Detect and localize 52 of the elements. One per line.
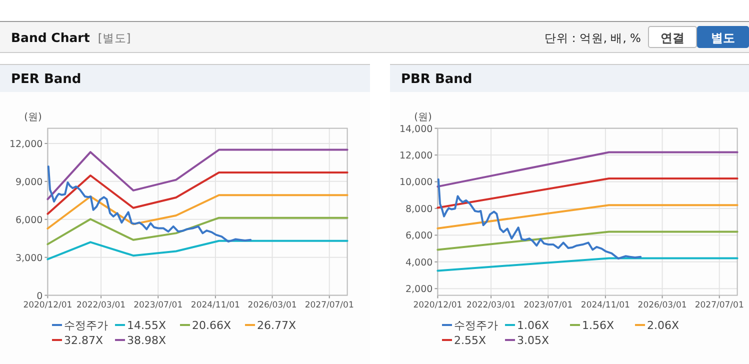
y-tick-label: 9,000 xyxy=(15,176,43,188)
x-tick-label: 2020/12/01 xyxy=(413,300,462,310)
x-tick-label: 2023/07/01 xyxy=(134,300,183,310)
legend-label: 1.56X xyxy=(582,319,614,332)
legend-label: 20.66X xyxy=(192,319,232,332)
legend-label: 1.06X xyxy=(517,319,550,332)
legend-label: 2.55X xyxy=(454,334,486,347)
line-series xyxy=(46,194,348,230)
x-tick-label: 2024/11/01 xyxy=(580,300,630,310)
text: 별도 xyxy=(711,31,735,45)
y-tick-label: 12,000 xyxy=(399,150,433,162)
legend-label: 수정주가 xyxy=(64,319,108,332)
x-tick-label: 2027/07/01 xyxy=(304,300,354,310)
y-tick-label: 10,000 xyxy=(399,177,433,188)
y-tick-label: 14,000 xyxy=(399,124,433,135)
legend-label: 3.05X xyxy=(517,334,550,347)
line-series xyxy=(46,216,348,246)
y-axis-title: (원) xyxy=(24,112,42,123)
legend-label: 38.98X xyxy=(127,334,166,347)
y-tick-label: 2,000 xyxy=(405,284,433,296)
chart-title: PBR Band xyxy=(401,72,472,87)
text: Band Chart xyxy=(11,30,90,45)
legend-label: 32.87X xyxy=(64,334,104,347)
legend-label: 14.55X xyxy=(127,319,166,332)
x-tick-label: 2026/03/01 xyxy=(638,300,687,310)
legend-label: 수정주가 xyxy=(454,319,498,332)
x-tick-label: 2024/11/01 xyxy=(190,300,240,310)
line-series xyxy=(47,166,252,243)
legend-label: 26.77X xyxy=(257,319,296,332)
y-tick-label: 3,000 xyxy=(15,252,43,264)
y-tick-label: 12,000 xyxy=(9,138,43,150)
y-axis-title: (원) xyxy=(414,112,432,123)
text: 연결 xyxy=(660,31,684,45)
x-tick-label: 2027/07/01 xyxy=(694,300,744,310)
legend-label: 2.06X xyxy=(647,319,680,332)
y-tick-label: 6,000 xyxy=(15,214,43,226)
x-tick-label: 2022/03/01 xyxy=(466,300,516,310)
y-tick-label: 8,000 xyxy=(405,204,433,215)
line-series xyxy=(46,171,348,215)
y-tick-label: 4,000 xyxy=(405,257,433,268)
x-tick-label: 2026/03/01 xyxy=(248,300,297,310)
text: 단위 : 억원, 배, % xyxy=(544,31,642,45)
x-tick-label: 2020/12/01 xyxy=(23,300,72,310)
line-series xyxy=(46,148,348,200)
x-tick-label: 2023/07/01 xyxy=(524,300,573,310)
y-tick-label: 6,000 xyxy=(405,230,433,242)
chart-title: PER Band xyxy=(11,72,82,87)
line-series xyxy=(46,240,348,260)
line-series xyxy=(437,178,642,260)
y-tick-label: 0 xyxy=(36,290,43,302)
text: [별도] xyxy=(98,31,131,45)
x-tick-label: 2022/03/01 xyxy=(76,300,126,310)
